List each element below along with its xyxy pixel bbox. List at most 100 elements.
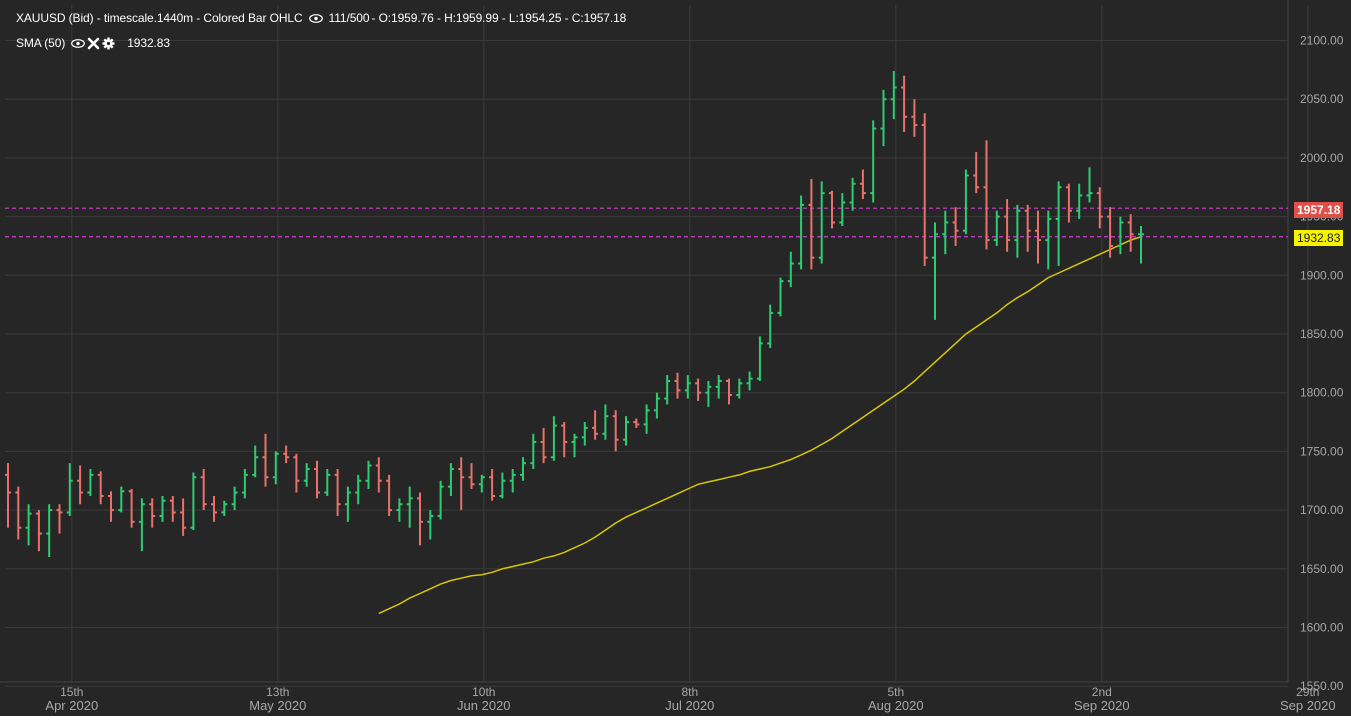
- ohlc-readout: - O:1959.76 - H:1959.99 - L:1954.25 - C:…: [371, 11, 627, 25]
- ohlc-bar: [1107, 207, 1114, 258]
- ohlc-bar: [839, 193, 846, 226]
- ohlc-bar: [200, 469, 207, 511]
- x-tick-month: Aug 2020: [868, 698, 924, 713]
- ohlc-bar: [56, 504, 63, 534]
- ohlc-bar: [478, 474, 485, 493]
- ohlc-bar: [97, 471, 104, 505]
- gear-icon[interactable]: [102, 37, 115, 50]
- ohlc-bar: [128, 488, 135, 528]
- ohlc-bar: [1035, 210, 1041, 264]
- ohlc-bar: [108, 491, 114, 522]
- ohlc-bar: [653, 392, 660, 419]
- ohlc-bar: [520, 457, 526, 481]
- instrument-title: XAUUSD (Bid) - timescale.1440m - Colored…: [16, 11, 303, 25]
- ohlc-bar: [159, 496, 166, 522]
- ohlc-bar: [602, 404, 609, 440]
- ohlc-bar: [808, 179, 815, 270]
- ohlc-bar: [705, 380, 712, 407]
- ohlc-bar: [880, 89, 887, 147]
- ohlc-bar: [550, 416, 557, 461]
- ohlc-bar: [798, 195, 805, 270]
- ohlc-bar: [530, 433, 537, 470]
- ohlc-bar: [643, 404, 650, 434]
- ohlc-bar: [890, 71, 897, 120]
- visibility-eye-icon[interactable]: [308, 13, 323, 23]
- ohlc-bar: [221, 500, 228, 516]
- ohlc-bar: [674, 372, 681, 399]
- ohlc-bar: [1138, 225, 1144, 264]
- ohlc-bar: [932, 222, 938, 320]
- ohlc-bar: [715, 375, 722, 399]
- ohlc-bar: [1014, 204, 1021, 258]
- ohlc-bar: [962, 169, 969, 235]
- ohlc-bar: [901, 75, 908, 133]
- x-tick-day: 13th: [266, 685, 289, 699]
- ohlc-bar: [293, 453, 300, 493]
- y-tick-label: 1800.00: [1300, 386, 1344, 400]
- ohlc-bar: [695, 378, 702, 401]
- ohlc-bar: [818, 181, 825, 264]
- ohlc-bar: [66, 463, 73, 516]
- ohlc-bar: [447, 463, 454, 497]
- ohlc-bar: [859, 169, 866, 199]
- ohlc-bar: [396, 498, 403, 522]
- ohlc-bar: [5, 463, 11, 528]
- ohlc-bar: [787, 251, 794, 288]
- x-tick-day: 15th: [60, 685, 83, 699]
- ohlc-bar: [561, 422, 568, 458]
- ohlc-bar: [1045, 210, 1052, 270]
- ohlc-bar: [612, 410, 619, 452]
- ohlc-bar: [1076, 183, 1083, 219]
- ohlc-bar: [664, 375, 671, 405]
- ohlc-bar: [952, 207, 959, 246]
- ohlc-bar: [489, 469, 496, 501]
- y-tick-label: 1550.00: [1300, 679, 1344, 693]
- x-tick-day: 2nd: [1092, 685, 1112, 699]
- close-icon[interactable]: [87, 37, 100, 50]
- ohlc-bar: [190, 472, 197, 531]
- ohlc-bar: [1065, 183, 1072, 223]
- ohlc-bar: [540, 427, 547, 464]
- instrument-header: XAUUSD (Bid) - timescale.1440m - Colored…: [16, 11, 626, 25]
- y-tick-label: 2000.00: [1300, 151, 1344, 165]
- y-tick-label: 1850.00: [1300, 327, 1344, 341]
- ohlc-bar: [1127, 214, 1134, 252]
- y-tick-label: 1900.00: [1300, 268, 1344, 282]
- ohlc-bar: [46, 504, 53, 558]
- ohlc-bar: [118, 486, 125, 513]
- ohlc-bar: [983, 140, 990, 250]
- ohlc-bar: [169, 496, 176, 522]
- ohlc-bar: [241, 469, 248, 499]
- ohlc-bar: [1024, 204, 1031, 252]
- ohlc-bar: [138, 498, 145, 552]
- ohlc-bar: [77, 465, 84, 505]
- indicator-header: SMA (50) 1932.83: [16, 36, 170, 50]
- ohlc-bar: [180, 498, 187, 536]
- ohlc-bar: [777, 277, 784, 317]
- ohlc-bar: [1096, 187, 1103, 229]
- y-tick-label: 1700.00: [1300, 503, 1344, 517]
- ohlc-bar: [736, 378, 743, 399]
- sma-visibility-eye-icon[interactable]: [71, 38, 86, 48]
- y-tick-label: 1650.00: [1300, 562, 1344, 576]
- ohlc-bar: [303, 463, 310, 487]
- ohlc-bar: [355, 474, 362, 505]
- ohlc-bar: [1086, 167, 1093, 203]
- ohlc-bar: [406, 486, 413, 528]
- sma-label: SMA (50): [16, 36, 66, 50]
- ohlc-bar: [25, 504, 32, 546]
- ohlc-bar: [623, 416, 629, 446]
- ohlc-bar: [499, 472, 506, 499]
- ohlc-bar: [211, 496, 217, 522]
- ohlc-bar: [849, 177, 856, 211]
- ohlc-bars: [5, 71, 1144, 558]
- ohlc-bar: [592, 410, 599, 440]
- x-tick-day: 5th: [887, 685, 904, 699]
- ohlc-bar: [314, 460, 320, 499]
- ohlc-bar: [272, 451, 279, 485]
- y-tick-label: 1600.00: [1300, 621, 1344, 635]
- bar-count: 111/500: [328, 11, 370, 25]
